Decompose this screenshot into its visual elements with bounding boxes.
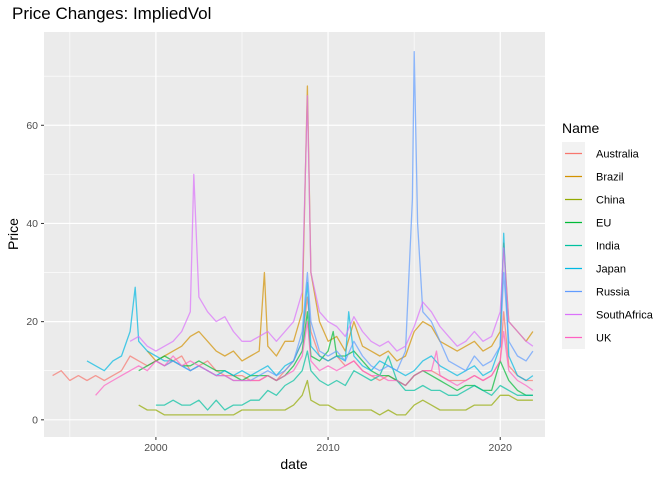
x-axis-title: date xyxy=(280,456,307,472)
y-tick-label: 0 xyxy=(32,414,38,426)
legend-label-brazil: Brazil xyxy=(596,172,624,184)
x-tick-label: 2000 xyxy=(144,442,168,454)
y-tick-label: 40 xyxy=(26,218,38,230)
series-line-japan xyxy=(86,232,534,382)
legend-title: Name xyxy=(562,120,600,136)
y-tick-label: 20 xyxy=(26,316,38,328)
legend: Name Australia Brazil China EU India Japan Rus… xyxy=(562,120,654,349)
series-layer xyxy=(52,50,534,416)
legend-label-russia: Russia xyxy=(596,287,631,299)
y-axis-title: Price xyxy=(5,218,21,250)
legend-label-eu: EU xyxy=(596,218,611,230)
axis-ticks: 2000 2010 2020 0 20 40 60 xyxy=(26,120,512,454)
series-line-china xyxy=(138,379,533,416)
series-line-southafrica xyxy=(129,95,534,352)
x-tick-label: 2010 xyxy=(316,442,340,454)
legend-label-india: India xyxy=(596,241,621,253)
series-line-eu xyxy=(138,311,533,396)
series-line-india xyxy=(155,350,533,411)
legend-label-southafrica: SouthAfrica xyxy=(596,310,654,322)
legend-label-china: China xyxy=(596,195,626,207)
legend-label-japan: Japan xyxy=(596,264,626,276)
x-tick-label: 2020 xyxy=(489,442,513,454)
y-tick-label: 60 xyxy=(26,120,38,132)
series-line-uk xyxy=(95,320,534,396)
legend-label-uk: UK xyxy=(596,333,612,345)
legend-label-australia: Australia xyxy=(596,149,640,161)
series-line-brazil xyxy=(146,85,534,362)
chart-title: Price Changes: ImpliedVol xyxy=(12,4,211,23)
